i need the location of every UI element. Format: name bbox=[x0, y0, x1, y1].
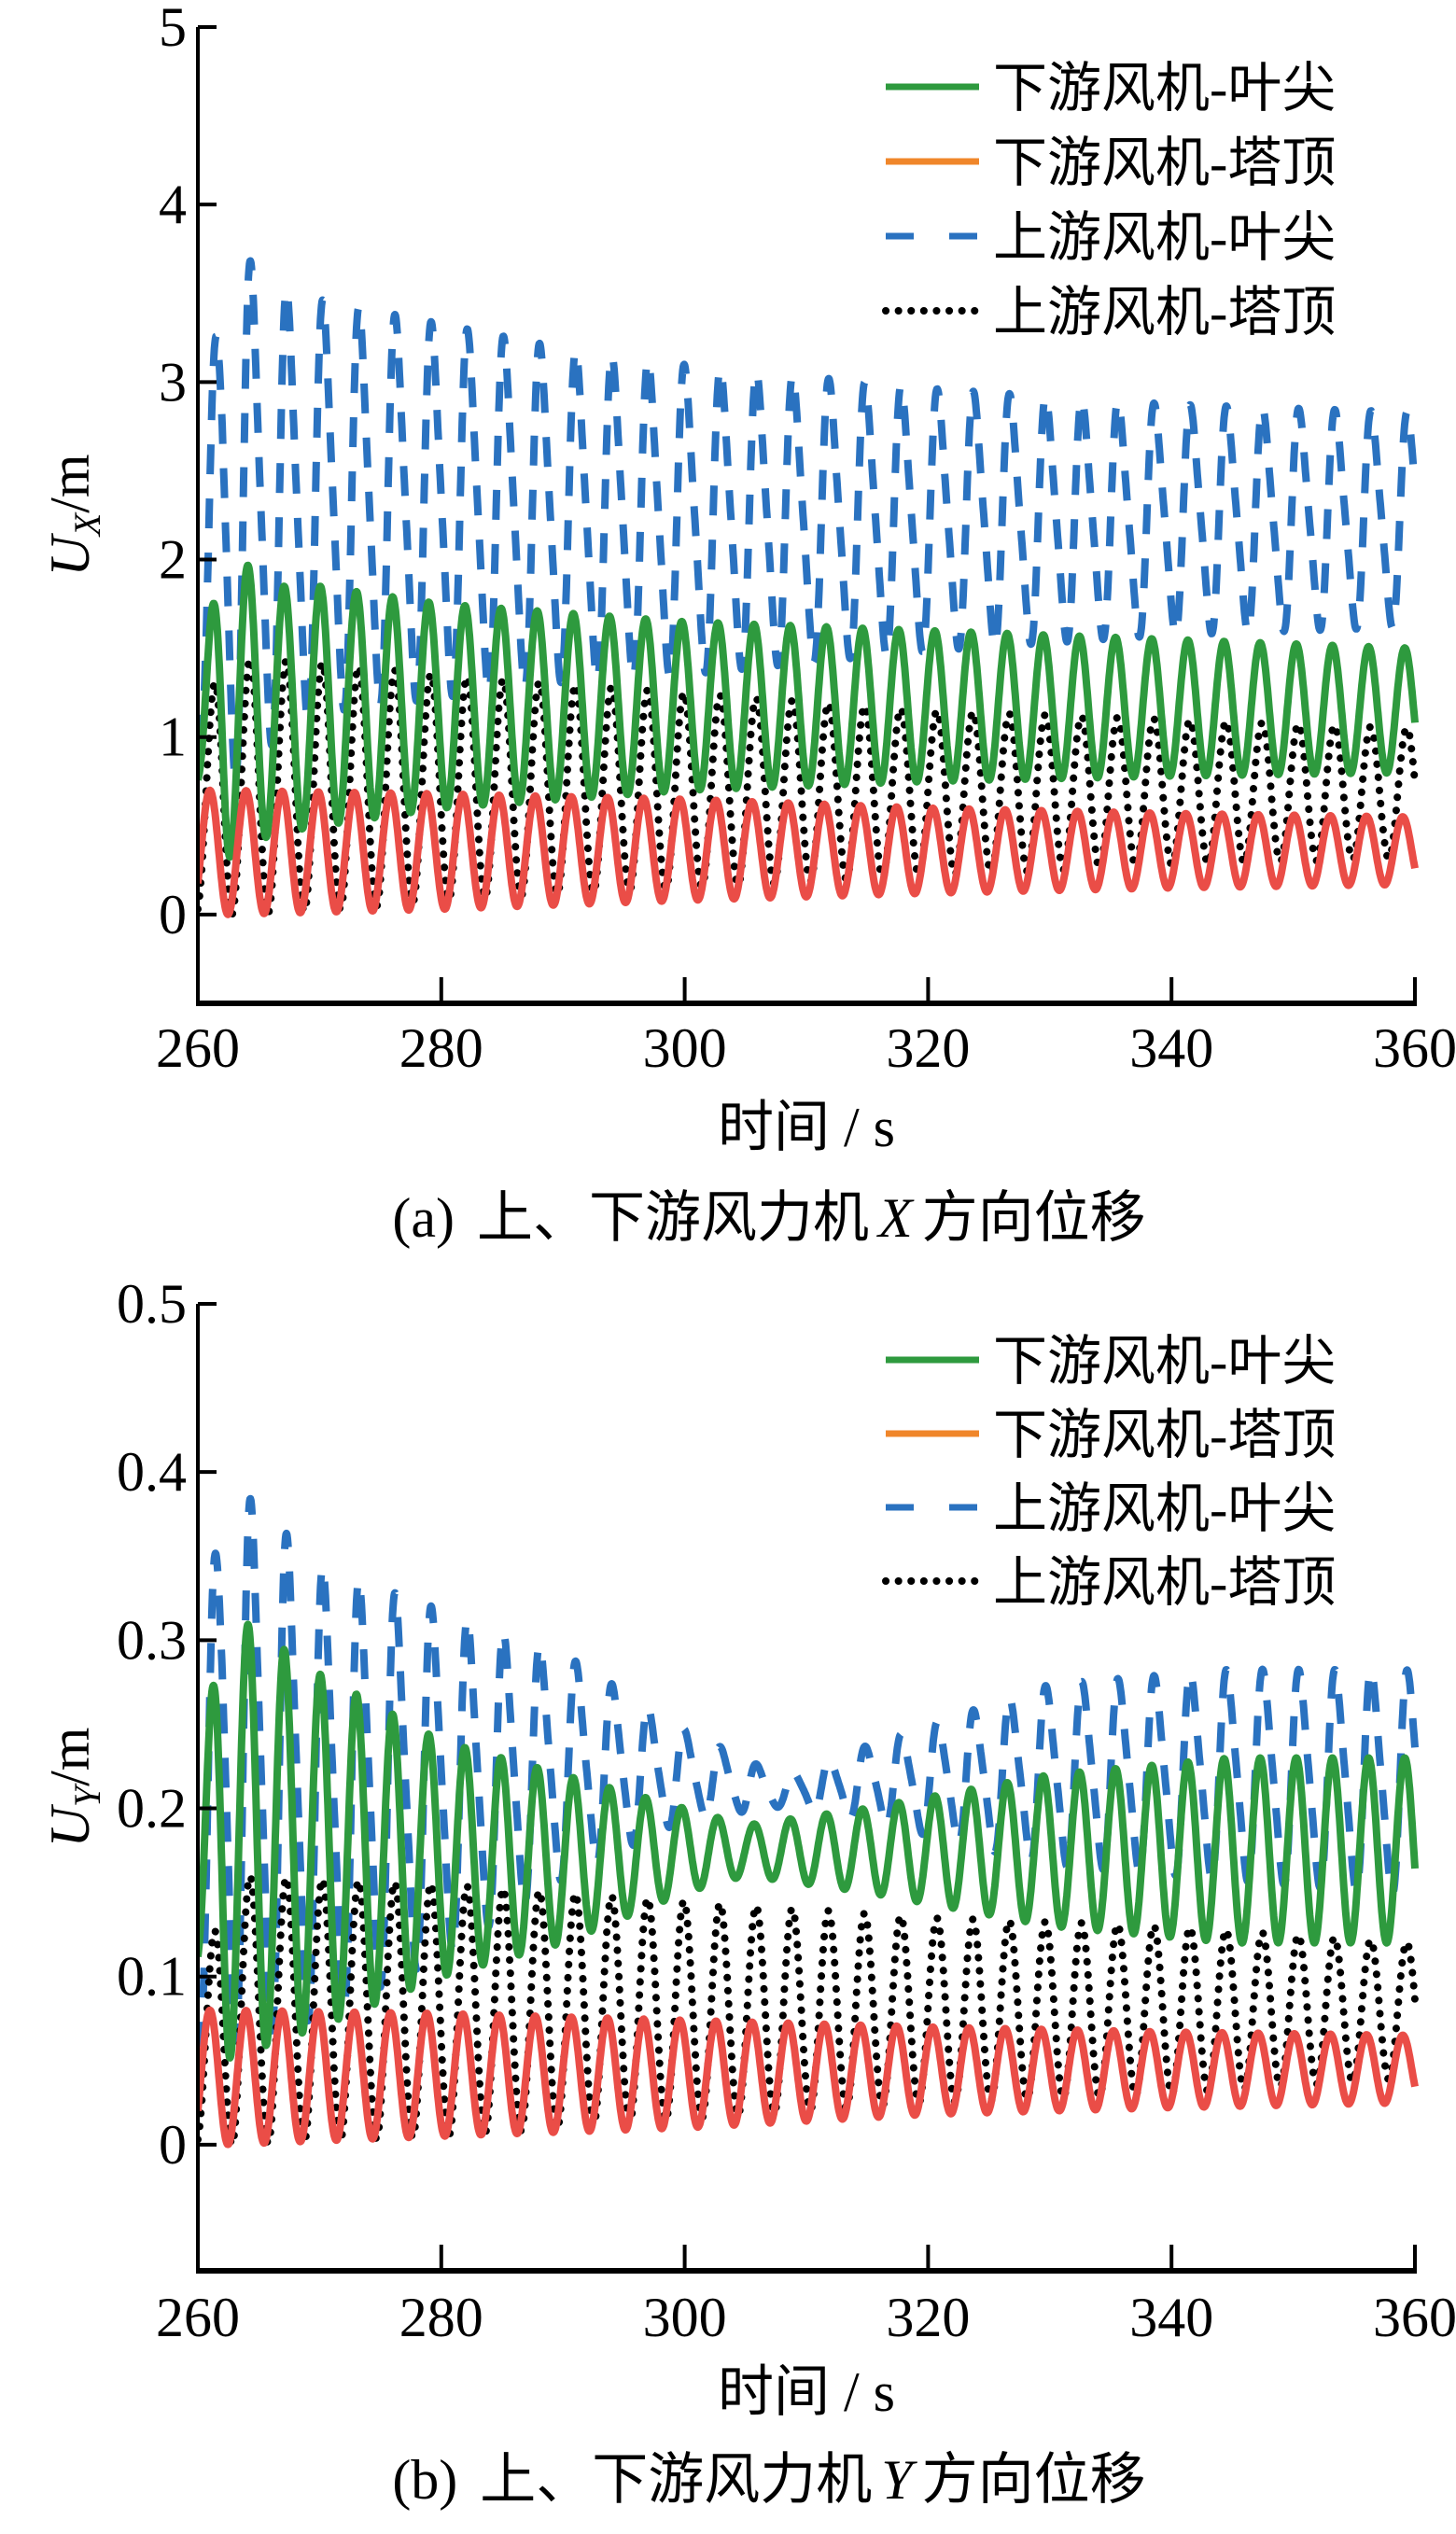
x-tick-label: 300 bbox=[643, 1017, 727, 1079]
legend-label: 下游风机-叶尖 bbox=[993, 1331, 1336, 1392]
caption-label: (b) bbox=[392, 2449, 457, 2511]
legend-label: 下游风机-塔顶 bbox=[993, 133, 1336, 193]
y-tick-label: 0.5 bbox=[117, 1273, 187, 1335]
chart-panel-b: 0 0.1 0.2 0.3 0.4 0.5 260 280 300 320 340 360 时间 / s… bbox=[39, 1273, 1456, 2511]
y-tick-label: 0.4 bbox=[117, 1441, 187, 1503]
x-tick-label: 340 bbox=[1129, 2287, 1213, 2348]
y-label-subscript: X bbox=[66, 511, 108, 538]
series-line-2 bbox=[198, 1620, 1419, 2062]
series-line-3 bbox=[198, 2006, 1419, 2149]
caption-label: (a) bbox=[392, 1187, 455, 1249]
caption-suffix: 方向位移 bbox=[922, 2449, 1146, 2511]
series-line-2 bbox=[198, 561, 1419, 861]
caption-suffix: 方向位移 bbox=[922, 1187, 1146, 1249]
legend-label: 上游风机-叶尖 bbox=[993, 207, 1336, 268]
y-tick-label: 0 bbox=[159, 2114, 187, 2176]
legend-label: 下游风机-叶尖 bbox=[993, 58, 1336, 119]
y-tick-label: 0.2 bbox=[117, 1778, 187, 1840]
legend-label: 上游风机-塔顶 bbox=[993, 1552, 1336, 1613]
x-tick-label: 360 bbox=[1373, 2287, 1456, 2348]
y-tick-label: 4 bbox=[159, 174, 187, 235]
x-tick-label: 320 bbox=[886, 2287, 970, 2348]
x-tick-label: 300 bbox=[643, 2287, 727, 2348]
series-line-0 bbox=[198, 257, 1419, 784]
x-tick-label: 340 bbox=[1129, 1017, 1213, 1079]
y-tick-label: 0.3 bbox=[117, 1609, 187, 1671]
series-line-0 bbox=[198, 1494, 1419, 2048]
y-tick-label: 2 bbox=[159, 529, 187, 591]
y-label-subscript: Y bbox=[66, 1783, 108, 1807]
caption-axis: X bbox=[876, 1187, 915, 1249]
x-tick-label: 260 bbox=[156, 2287, 240, 2348]
y-tick-label: 3 bbox=[159, 351, 187, 413]
y-tick-label: 5 bbox=[159, 0, 187, 58]
legend-label: 上游风机-塔顶 bbox=[993, 282, 1336, 343]
x-tick-label: 360 bbox=[1373, 1017, 1456, 1079]
legend-label: 上游风机-叶尖 bbox=[993, 1478, 1336, 1539]
y-tick-label: 0 bbox=[159, 884, 187, 945]
y-label-symbol: U bbox=[39, 533, 101, 577]
y-label-unit: /m bbox=[39, 1728, 101, 1786]
y-axis-label: UX/m bbox=[39, 454, 108, 576]
y-label-unit: /m bbox=[39, 454, 101, 512]
y-tick-label: 0.1 bbox=[117, 1946, 187, 2008]
panel-caption: (b) 上、下游风力机 Y 方向位移 bbox=[392, 2449, 1145, 2511]
x-axis-label: 时间 / s bbox=[718, 1097, 895, 1158]
x-tick-label: 320 bbox=[886, 1017, 970, 1079]
x-tick-label: 280 bbox=[399, 2287, 483, 2348]
x-tick-label: 280 bbox=[399, 1017, 483, 1079]
y-tick-label: 1 bbox=[159, 707, 187, 768]
series-line-3 bbox=[198, 786, 1419, 918]
caption-text: 上、下游风力机 bbox=[480, 2449, 872, 2511]
y-label-symbol: U bbox=[39, 1803, 101, 1847]
caption-text: 上、下游风力机 bbox=[477, 1187, 869, 1249]
panel-caption: (a) 上、下游风力机 X 方向位移 bbox=[392, 1187, 1145, 1249]
caption-axis: Y bbox=[881, 2449, 917, 2511]
legend-label: 下游风机-塔顶 bbox=[993, 1405, 1336, 1465]
y-axis-label: UY/m bbox=[39, 1728, 108, 1848]
x-tick-label: 260 bbox=[156, 1017, 240, 1079]
x-axis-label: 时间 / s bbox=[718, 2361, 895, 2423]
